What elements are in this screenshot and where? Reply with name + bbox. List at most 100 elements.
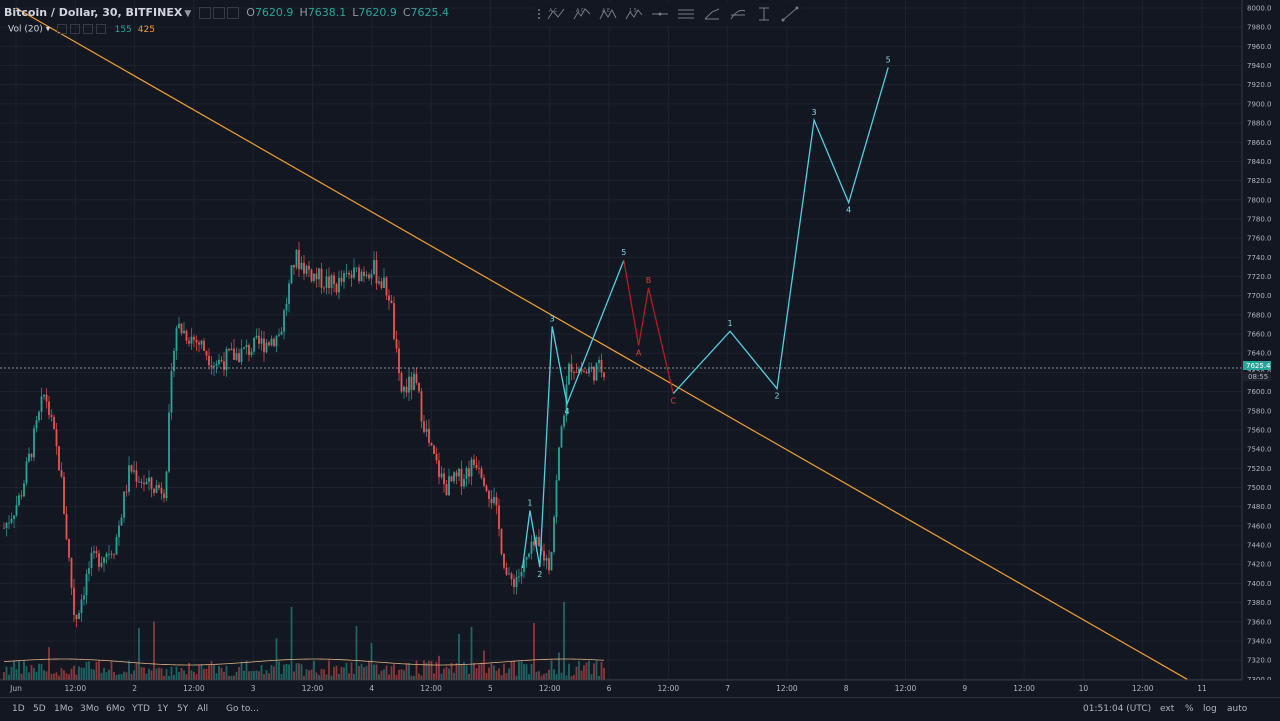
elliott-impulse-icon[interactable]: A C [569,3,595,25]
candle-body [125,491,128,493]
candle-body [493,496,495,504]
close-icon[interactable] [82,24,93,34]
candle-body [553,517,555,552]
volume-bar [530,664,533,680]
candle-body [343,273,345,282]
candle-body [373,260,375,274]
candle-body [413,373,415,390]
candlesticks [3,241,605,628]
pitchfork-icon[interactable] [673,3,699,25]
volume-bar [575,666,578,680]
candle-body [535,536,538,546]
volume-bar [453,672,455,680]
price-tick-label: 7840.0 [1247,158,1272,166]
wave-label: 5 [621,248,626,257]
trend-line-icon[interactable] [777,3,803,25]
date-range-icon[interactable] [751,3,777,25]
candle-body [213,365,215,368]
volume-bar [358,666,360,680]
volume-bar [253,670,255,680]
timeframe-3mo[interactable]: 3Mo [80,704,99,714]
log-toggle[interactable]: log [1203,704,1217,714]
wave-label: 3 [812,108,817,117]
volume-bar [138,628,140,680]
candle-body [498,505,500,530]
elliott-triangle-icon[interactable]: A E [595,3,621,25]
timeframe-5d[interactable]: 5D [33,704,46,714]
timeframe-1mo[interactable]: 1Mo [54,704,73,714]
symbol-title[interactable]: Bitcoin / Dollar, 30, BITFINEX [4,6,183,19]
candle-body [430,442,433,446]
candle-body [443,473,445,485]
time-tick-label: 11 [1197,684,1207,693]
timeframe-all[interactable]: All [197,704,209,714]
price-tick-label: 7980.0 [1247,24,1272,32]
candle-body [425,428,428,432]
candle-body [528,553,530,557]
chevron-down-icon[interactable]: ▾ [45,24,51,35]
more-icon[interactable] [95,24,106,34]
horizontal-line-icon[interactable] [647,3,673,25]
utc-clock[interactable]: 01:51:04 (UTC) [1083,704,1152,714]
volume-bar [198,664,200,680]
timeframe-1y[interactable]: 1Y [157,704,169,714]
volume-bar [538,671,540,680]
close-icon[interactable] [226,7,239,19]
volume-bar [340,666,343,680]
low-value: 7620.9 [358,6,397,19]
candle-body [320,268,323,288]
candle-body [238,353,240,363]
time-tick-label: 6 [607,684,612,693]
price-tick-label: 7800.0 [1247,196,1272,204]
timeframe-1d[interactable]: 1D [12,704,25,714]
candle-body [160,487,163,494]
volume-bar [463,661,465,680]
fib-retracement-icon[interactable] [725,3,751,25]
volume-title[interactable]: Vol (20) [8,24,43,35]
candle-body [175,328,178,351]
time-tick-label: 5 [488,684,493,693]
eye-icon[interactable] [198,7,211,19]
candle-body [233,348,235,360]
candle-body [405,386,408,393]
volume-bar [90,668,93,680]
timeframe-ytd[interactable]: YTD [132,704,150,714]
price-tick-label: 7720.0 [1247,273,1272,281]
candle-body [98,553,100,567]
goto-button[interactable]: Go to... [226,704,259,714]
volume-bar [348,673,350,680]
eye-icon[interactable] [57,24,68,34]
elliott-wave-icon[interactable]: 1 5 [621,3,647,25]
candle-body [378,281,380,284]
timeframe-6mo[interactable]: 6Mo [106,704,125,714]
ext-toggle[interactable]: ext [1160,704,1175,714]
candle-body [65,513,68,540]
timeframe-5y[interactable]: 5Y [177,704,189,714]
percent-toggle[interactable]: % [1185,704,1194,714]
volume-bar [513,660,515,680]
elliott-impulse-wave-1 [521,259,625,569]
candle-body [418,383,420,392]
chevron-down-icon[interactable]: ▼ [184,9,192,19]
volume-bar [468,673,470,680]
volume-bar [8,674,10,680]
trend-angle-icon[interactable] [699,3,725,25]
candle-body [88,568,90,574]
volume-bar [168,675,170,680]
settings-icon[interactable] [212,7,225,19]
candle-body [35,420,38,429]
grip-icon[interactable] [535,3,543,25]
volume-bar [338,673,340,680]
volume-bar [28,672,30,680]
volume-bar [318,674,320,680]
candle-body [155,485,158,493]
volume-bar [290,606,293,680]
abcd-pattern-icon[interactable]: A C [543,3,569,25]
settings-icon[interactable] [69,24,80,34]
auto-toggle[interactable]: auto [1227,704,1248,714]
candle-body [315,273,318,280]
volume-bars [3,601,605,680]
price-tick-label: 7400.0 [1247,580,1272,588]
volume-bar [475,668,478,680]
